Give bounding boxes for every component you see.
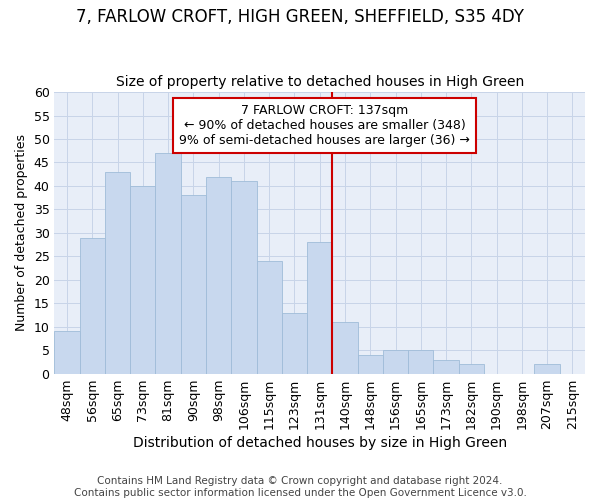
- Bar: [458, 364, 484, 374]
- Bar: [433, 360, 458, 374]
- Bar: [257, 261, 282, 374]
- Bar: [282, 312, 307, 374]
- Text: 7 FARLOW CROFT: 137sqm
← 90% of detached houses are smaller (348)
9% of semi-det: 7 FARLOW CROFT: 137sqm ← 90% of detached…: [179, 104, 470, 147]
- Bar: [181, 196, 206, 374]
- Bar: [155, 153, 181, 374]
- Y-axis label: Number of detached properties: Number of detached properties: [15, 134, 28, 332]
- Bar: [130, 186, 155, 374]
- Bar: [358, 355, 383, 374]
- Title: Size of property relative to detached houses in High Green: Size of property relative to detached ho…: [116, 76, 524, 90]
- Bar: [231, 181, 257, 374]
- Bar: [80, 238, 105, 374]
- Bar: [206, 176, 231, 374]
- Bar: [408, 350, 433, 374]
- Bar: [307, 242, 332, 374]
- Text: Contains HM Land Registry data © Crown copyright and database right 2024.
Contai: Contains HM Land Registry data © Crown c…: [74, 476, 526, 498]
- Bar: [535, 364, 560, 374]
- Bar: [383, 350, 408, 374]
- Text: 7, FARLOW CROFT, HIGH GREEN, SHEFFIELD, S35 4DY: 7, FARLOW CROFT, HIGH GREEN, SHEFFIELD, …: [76, 8, 524, 26]
- Bar: [332, 322, 358, 374]
- Bar: [105, 172, 130, 374]
- Bar: [55, 332, 80, 374]
- X-axis label: Distribution of detached houses by size in High Green: Distribution of detached houses by size …: [133, 436, 507, 450]
